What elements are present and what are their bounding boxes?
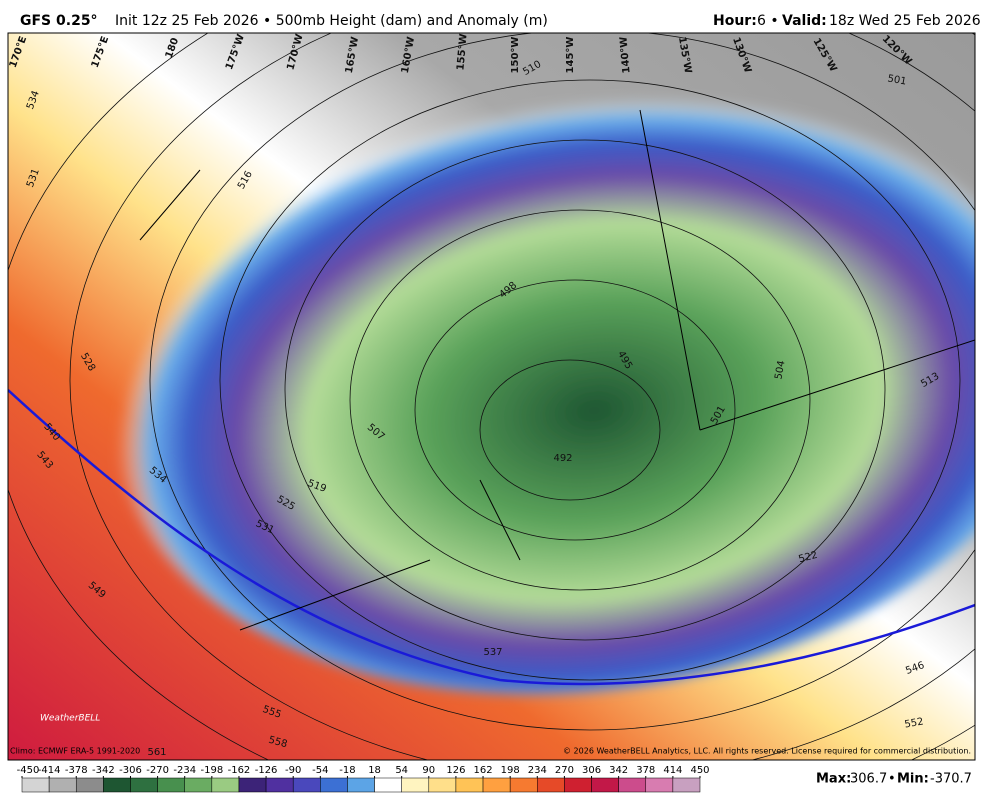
colorbar-swatch <box>618 777 647 793</box>
colorbar-tick-label: -54 <box>312 765 328 776</box>
hour-label: Hour: <box>713 13 757 29</box>
colorbar-swatch <box>292 777 321 793</box>
low-anomaly <box>112 65 975 695</box>
colorbar-tick-label: 234 <box>528 765 547 776</box>
header-info: Init 12z 25 Feb 2026 • 500mb Height (dam… <box>115 13 548 29</box>
contour-label: 504 <box>773 360 787 381</box>
colorbar-swatch <box>455 777 484 793</box>
model: GFS 0.25° <box>20 13 98 29</box>
min-label: Min: <box>897 772 929 787</box>
contour-label: 501 <box>887 73 908 87</box>
colorbar-tick-label: 54 <box>395 765 408 776</box>
contour-label: 522 <box>797 550 818 566</box>
colorbar-swatch <box>374 777 402 793</box>
separator: • <box>888 772 896 787</box>
longitude-label: 150°W <box>510 37 521 74</box>
colorbar-tick-label: 90 <box>422 765 435 776</box>
colorbar-swatch <box>564 777 592 793</box>
hour: 6 • <box>757 13 779 29</box>
colorbar-swatch <box>130 777 158 793</box>
colorbar-tick-label: -234 <box>173 765 196 776</box>
colorbar-tick-label: -342 <box>92 765 115 776</box>
contour-label: 537 <box>483 647 502 658</box>
contour-label: 552 <box>904 716 925 730</box>
colorbar-swatch <box>48 777 77 793</box>
colorbar-swatch <box>537 777 565 793</box>
colorbar-tick-label: -306 <box>119 765 142 776</box>
colorbar-tick-label: 306 <box>582 765 601 776</box>
colorbar-tick-label: -378 <box>65 765 88 776</box>
colorbar-tick-label: 378 <box>636 765 655 776</box>
valid: 18z Wed 25 Feb 2026 <box>829 13 981 29</box>
min: -370.7 <box>930 772 972 787</box>
colorbar-tick-label: -414 <box>38 765 61 776</box>
colorbar-tick-label: 162 <box>473 765 492 776</box>
colorbar-swatch <box>645 777 674 793</box>
colorbar-tick-label: -162 <box>228 765 251 776</box>
max: 306.7 <box>850 772 887 787</box>
valid-label: Valid: <box>782 13 827 29</box>
colorbar-swatch <box>672 777 701 793</box>
map-frame <box>7 32 976 761</box>
colorbar-swatch <box>265 777 294 793</box>
coastlines <box>139 109 975 631</box>
colorbar-swatch <box>75 777 104 793</box>
contour-label: 492 <box>553 453 572 464</box>
copyright: © 2026 WeatherBELL Analytics, LLC. All r… <box>563 747 971 756</box>
colorbar-tick-label: 270 <box>555 765 574 776</box>
colorbar-tick-label: -90 <box>285 765 301 776</box>
colorbar-swatch <box>509 777 538 793</box>
colorbar-tick-label: -126 <box>255 765 278 776</box>
colorbar-tick-label: 342 <box>609 765 628 776</box>
contour-label: 561 <box>147 747 166 758</box>
colorbar-swatch <box>21 777 50 793</box>
colorbar-swatch <box>211 777 240 793</box>
logo: WeatherBELL <box>40 714 100 724</box>
colorbar-swatch <box>482 777 511 793</box>
colorbar-swatch <box>238 777 267 793</box>
colorbar-tick-label: -270 <box>146 765 169 776</box>
colorbar-swatch <box>103 777 131 793</box>
colorbar-swatch <box>184 777 213 793</box>
colorbar-tick-label: -198 <box>200 765 223 776</box>
colorbar-tick-label: -450 <box>17 765 40 776</box>
colorbar-tick-label: 126 <box>446 765 465 776</box>
colorbar-tick-label: 450 <box>690 765 709 776</box>
longitude-label: 140°W <box>618 36 632 74</box>
colorbar-swatch <box>591 777 619 793</box>
colorbar-tick-label: 414 <box>663 765 682 776</box>
climo-note: Climo: ECMWF ERA-5 1991-2020 <box>10 747 140 756</box>
colorbar-tick-label: 18 <box>368 765 381 776</box>
colorbar-swatch <box>428 777 457 793</box>
colorbar-swatch <box>320 777 348 793</box>
longitude-label: 145°W <box>565 37 576 74</box>
colorbar-swatch <box>401 777 430 793</box>
colorbar-swatch <box>347 777 375 793</box>
longitude-label: 155°W <box>455 33 469 71</box>
colorbar-swatch <box>157 777 185 793</box>
colorbar-tick-label: -18 <box>339 765 355 776</box>
colorbar-tick-label: 198 <box>501 765 520 776</box>
max-label: Max: <box>816 772 851 787</box>
contour-540 <box>8 389 975 686</box>
contour-label: 558 <box>267 735 288 751</box>
